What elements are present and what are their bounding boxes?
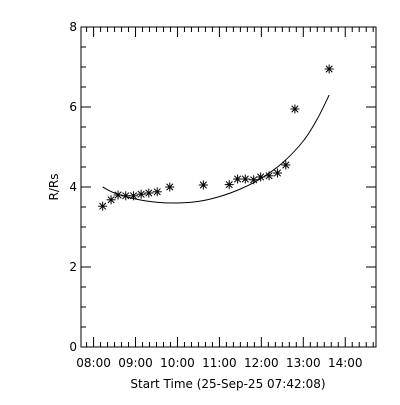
y-tick-label: 8 [69, 20, 77, 34]
y-tick-label: 6 [69, 100, 77, 114]
x-tick-label: 09:00 [118, 356, 153, 370]
x-axis-tick-labels: 08:00 09:00 10:00 11:00 12:00 13:00 14:00 [76, 356, 362, 370]
data-point [240, 174, 250, 184]
data-point [128, 191, 138, 201]
x-tick-label: 13:00 [286, 356, 321, 370]
data-point [249, 175, 259, 185]
data-point [233, 174, 243, 184]
data-point [324, 64, 334, 74]
y-tick-label: 0 [69, 340, 77, 354]
data-point [152, 187, 162, 197]
data-point [121, 191, 131, 201]
x-axis-ticks [86, 27, 374, 347]
x-tick-label: 08:00 [76, 356, 111, 370]
data-point [165, 182, 175, 192]
data-points-series [98, 64, 334, 211]
fit-line [102, 94, 330, 204]
y-axis-tick-labels: 0 2 4 6 8 [69, 20, 77, 354]
x-tick-label: 10:00 [160, 356, 195, 370]
x-tick-label: 12:00 [244, 356, 279, 370]
fit-line-series [102, 94, 330, 204]
data-point [144, 188, 154, 198]
y-tick-label: 4 [69, 180, 77, 194]
data-point [272, 168, 282, 178]
data-point [224, 180, 234, 190]
y-axis-ticks [81, 26, 376, 348]
plot-frame [80, 26, 377, 348]
data-point [113, 190, 123, 200]
x-tick-label: 11:00 [202, 356, 237, 370]
x-axis-label: Start Time (25-Sep-25 07:42:08) [130, 377, 325, 391]
data-point [256, 172, 266, 182]
data-point [98, 201, 108, 211]
data-point [264, 171, 274, 181]
data-point [136, 189, 146, 199]
data-point [281, 160, 291, 170]
y-tick-label: 2 [69, 260, 77, 274]
y-axis-label: R/Rs [47, 174, 61, 201]
data-point [290, 104, 300, 114]
data-point [106, 195, 116, 205]
x-tick-label: 14:00 [328, 356, 363, 370]
data-point [198, 180, 208, 190]
